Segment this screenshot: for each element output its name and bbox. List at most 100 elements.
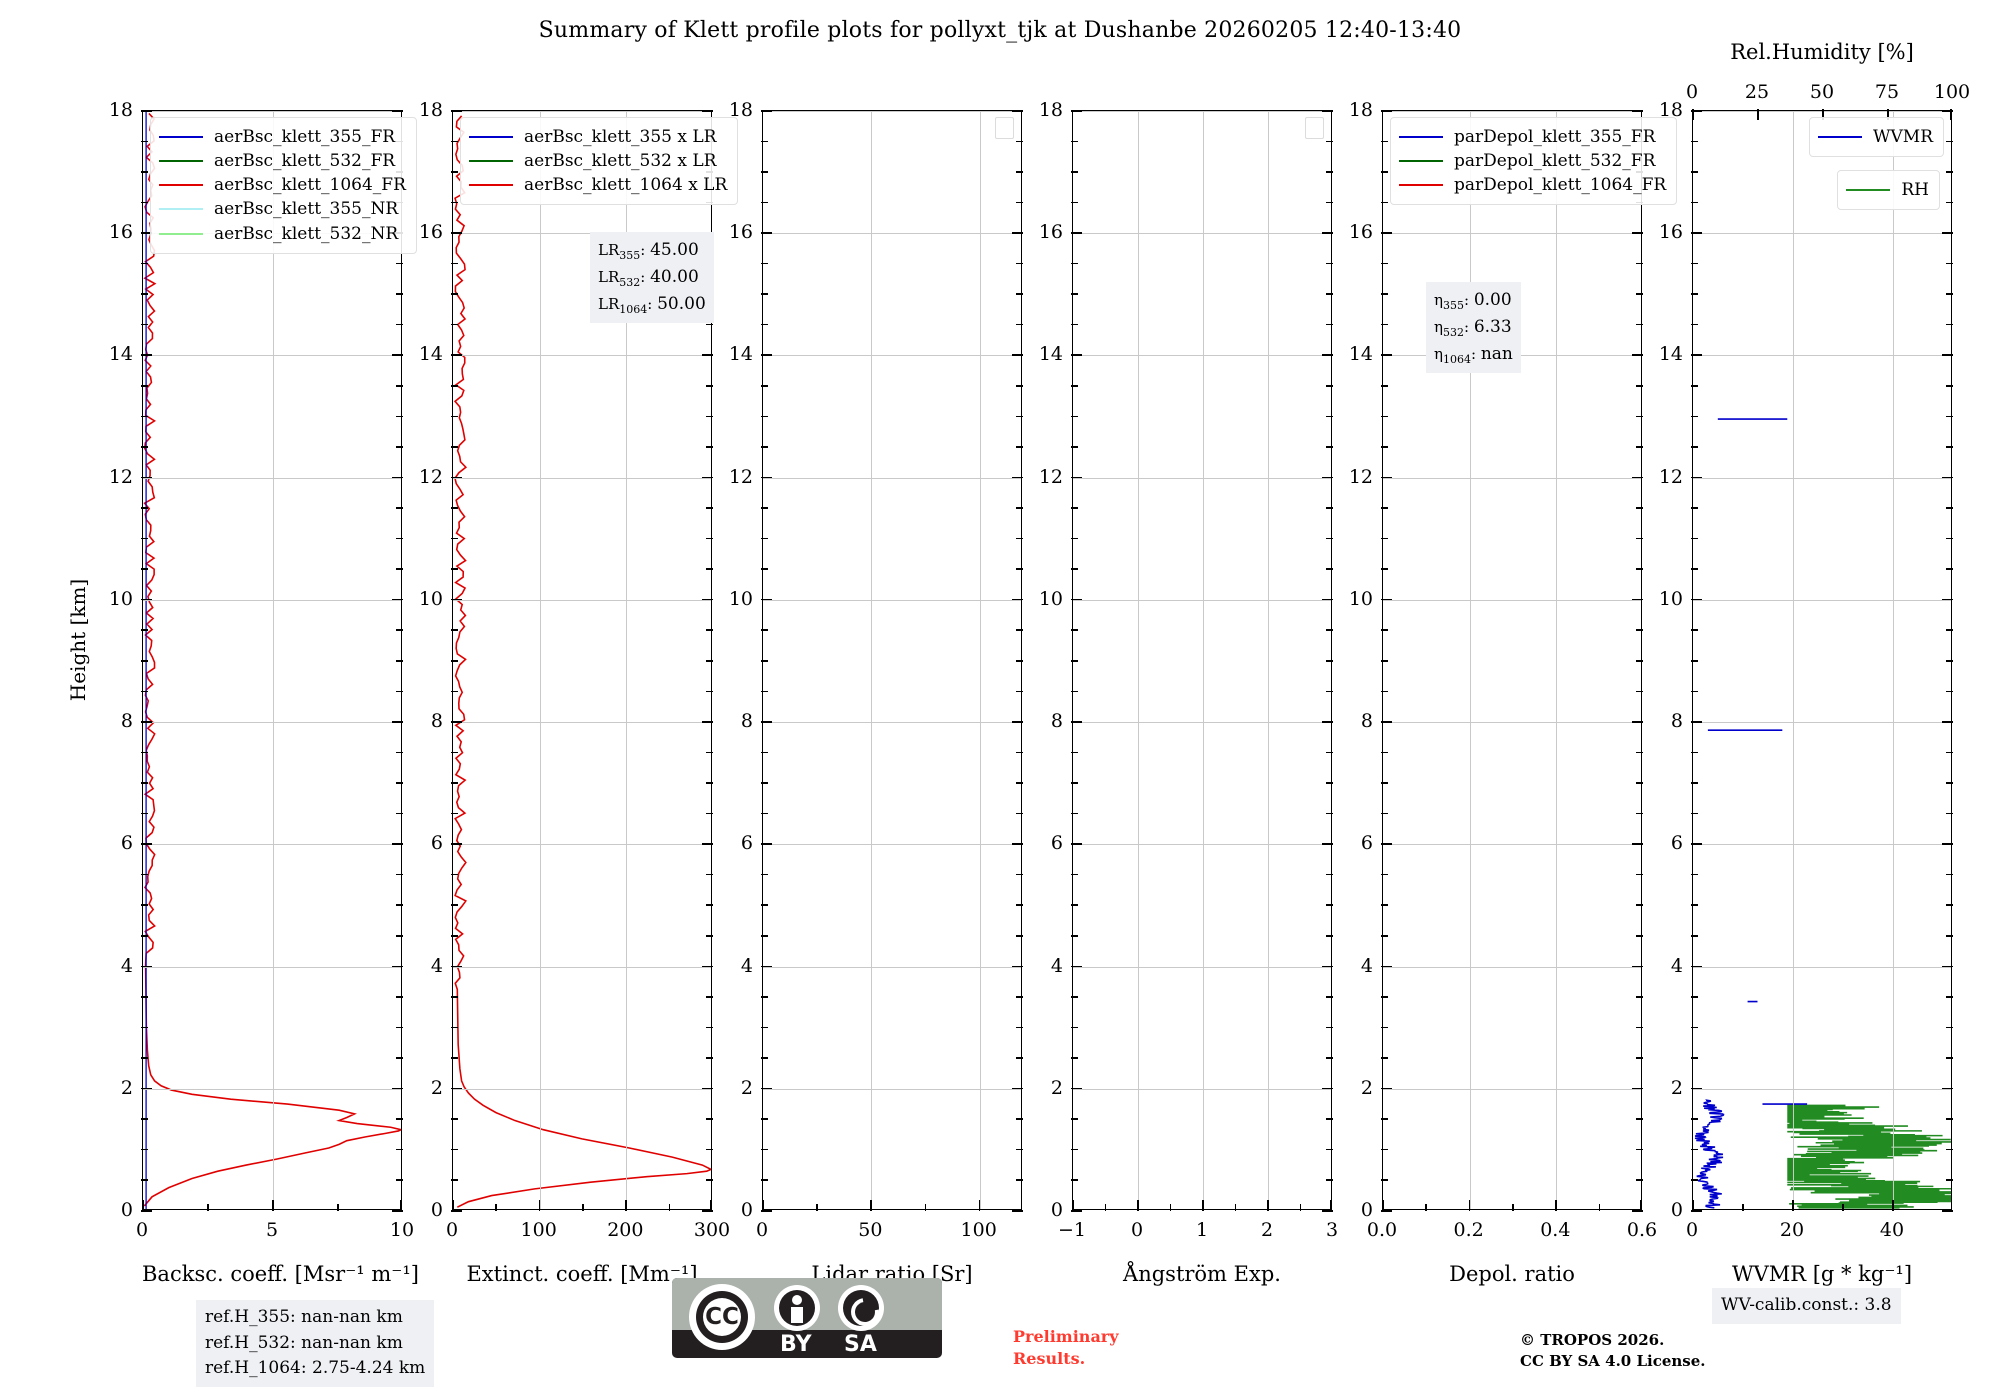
y-tick — [761, 385, 768, 387]
x-tick — [870, 1200, 872, 1211]
legend-extinction[interactable]: aerBsc_klett_355 x LR aerBsc_klett_532 x … — [460, 117, 739, 206]
y-tick — [141, 873, 148, 876]
y-tick — [761, 598, 772, 601]
y-tick — [1071, 232, 1082, 234]
y-tick — [1071, 446, 1078, 448]
y-tick-label: 14 — [418, 343, 443, 366]
y-tick-label: 16 — [1348, 221, 1373, 244]
y-tick-label: 8 — [740, 710, 753, 733]
y-tick-right — [1016, 537, 1023, 540]
x-tick — [1202, 1200, 1204, 1211]
gridline-horizontal — [1693, 233, 1951, 235]
y-tick-label: 10 — [418, 587, 443, 610]
y-tick — [141, 690, 148, 693]
y-tick-right — [392, 965, 403, 968]
y-tick — [1071, 476, 1082, 479]
x-tick — [1555, 1200, 1557, 1211]
y-tick-right — [1016, 935, 1023, 937]
y-tick — [451, 598, 462, 601]
legend-entry: aerBsc_klett_355 x LR — [469, 125, 727, 149]
y-tick-label: 14 — [1348, 343, 1373, 366]
top-x-tick-label: 50 — [1809, 81, 1835, 103]
y-tick-right — [706, 1057, 713, 1059]
y-tick-right — [706, 568, 713, 570]
y-tick-right — [1636, 690, 1643, 693]
legend-color-swatch — [159, 208, 203, 211]
y-tick-right — [1636, 1179, 1643, 1182]
gridline-horizontal — [453, 111, 711, 112]
y-tick — [1691, 935, 1698, 937]
y-tick — [1071, 690, 1078, 693]
legend-backscatter[interactable]: aerBsc_klett_355_FR aerBsc_klett_532_FR ae… — [150, 117, 417, 254]
y-tick-right — [1016, 690, 1023, 693]
y-tick-right — [1636, 996, 1643, 998]
legend-depol-ratio[interactable]: parDepol_klett_355_FR parDepol_klett_532_… — [1390, 117, 1678, 206]
y-tick-right — [1322, 476, 1333, 479]
legend-placeholder-lidar-ratio[interactable] — [995, 117, 1014, 139]
gridline-horizontal — [763, 966, 1021, 968]
y-tick — [761, 1210, 772, 1212]
y-tick-right — [1942, 843, 1953, 845]
y-tick — [451, 1179, 458, 1182]
y-tick-right — [396, 1057, 403, 1059]
y-tick — [141, 110, 152, 112]
gridline-vertical — [1556, 111, 1558, 1209]
y-tick — [451, 476, 462, 479]
y-tick — [761, 690, 768, 693]
gridline-horizontal — [453, 233, 711, 235]
y-tick-label: 2 — [740, 1076, 753, 1099]
x-tick-label: 0.6 — [1626, 1219, 1658, 1241]
y-tick — [141, 598, 152, 601]
y-tick-right — [1012, 843, 1023, 845]
y-tick-right — [396, 293, 403, 295]
y-tick — [1381, 415, 1388, 418]
y-tick-right — [1016, 415, 1023, 418]
y-tick — [1381, 1118, 1388, 1120]
y-tick — [451, 721, 462, 723]
y-tick-right — [1946, 996, 1953, 998]
y-tick-right — [1946, 690, 1953, 693]
y-tick-right — [1946, 507, 1953, 509]
y-tick-right — [396, 537, 403, 540]
y-tick-right — [1946, 323, 1953, 326]
y-tick-right — [1012, 965, 1023, 968]
y-tick — [1071, 568, 1078, 570]
gridline-horizontal — [453, 1088, 711, 1090]
y-tick-right — [1326, 323, 1333, 326]
y-tick — [1691, 843, 1702, 845]
y-tick — [1381, 996, 1388, 998]
y-tick — [761, 751, 768, 754]
x-tick-minor — [495, 1204, 497, 1211]
y-tick-label: 12 — [1348, 465, 1373, 488]
y-tick — [1691, 568, 1698, 570]
y-tick-right — [1326, 262, 1333, 265]
y-tick-right — [1016, 629, 1023, 632]
y-tick-right — [1326, 782, 1333, 784]
y-tick — [451, 1057, 458, 1059]
y-tick — [1071, 171, 1078, 173]
x-axis-label-backscatter: Backsc. coeff. [Msr⁻¹ m⁻¹] — [142, 1262, 419, 1286]
y-tick — [451, 904, 458, 907]
y-tick-label: 12 — [108, 465, 133, 488]
annotation-line: η1064: nan — [1434, 344, 1513, 367]
gridline-vertical — [1793, 111, 1794, 1209]
y-tick-right — [1016, 1057, 1023, 1059]
legend-label: aerBsc_klett_355 x LR — [524, 127, 717, 147]
legend-entry: aerBsc_klett_1064 x LR — [469, 173, 727, 197]
y-tick-right — [1946, 751, 1953, 754]
gridline-horizontal — [143, 599, 401, 601]
legend-rh[interactable]: RH — [1837, 170, 1940, 211]
y-tick — [1381, 1179, 1388, 1182]
legend-wvmr[interactable]: WVMR — [1809, 117, 1944, 158]
y-tick-right — [396, 507, 403, 509]
y-tick — [1071, 140, 1078, 143]
y-tick-right — [1942, 476, 1953, 479]
y-tick-right — [392, 598, 403, 601]
gridline-horizontal — [143, 355, 401, 357]
y-tick-right — [706, 812, 713, 815]
y-tick — [451, 385, 458, 387]
legend-placeholder-angstrom[interactable] — [1305, 117, 1324, 139]
y-tick-right — [1632, 598, 1643, 601]
y-tick-right — [1012, 354, 1023, 357]
y-tick-right — [1012, 476, 1023, 479]
